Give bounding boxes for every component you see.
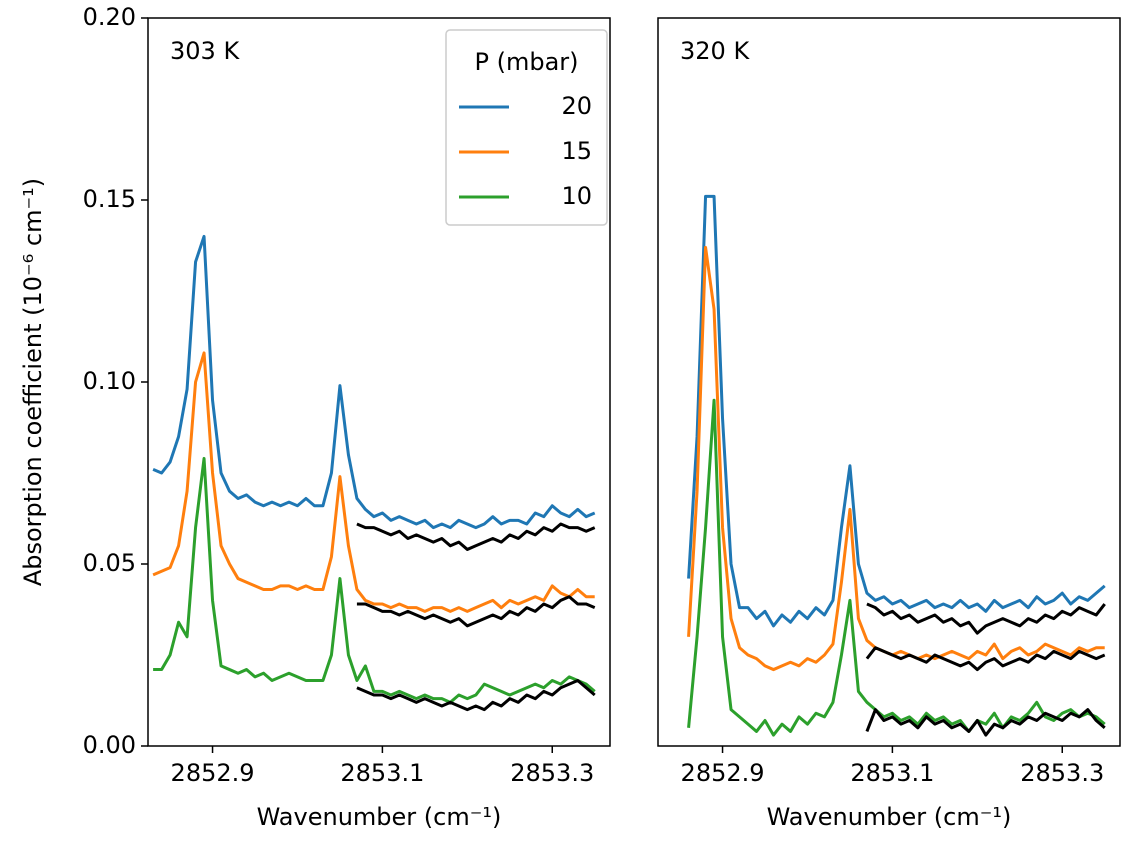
x-tick-label: 2853.3: [1020, 759, 1104, 787]
y-tick-label: 0.10: [83, 367, 136, 395]
legend-label: 15: [561, 137, 592, 165]
axes-frame: [657, 17, 1121, 747]
legend-title: P (mbar): [474, 48, 578, 76]
x-tick-label: 2852.9: [171, 759, 255, 787]
data-line: [152, 351, 595, 613]
data-line: [865, 708, 1106, 737]
y-tick-label: 0.15: [83, 185, 136, 213]
data-line: [356, 522, 596, 551]
y-tick-label: 0.20: [83, 3, 136, 31]
y-axis-label: Absorption coefficient (10⁻⁶ cm⁻¹): [19, 178, 47, 586]
legend-label: 10: [561, 182, 592, 210]
data-line: [687, 398, 1106, 737]
data-line: [687, 245, 1105, 672]
x-axis-label: Wavenumber (cm⁻¹): [767, 803, 1012, 831]
y-tick-label: 0.05: [83, 549, 136, 577]
x-tick-label: 2853.1: [850, 759, 934, 787]
data-line: [865, 646, 1106, 672]
data-line: [687, 194, 1106, 628]
x-tick-label: 2853.1: [340, 759, 424, 787]
data-line: [866, 602, 1106, 635]
x-tick-label: 2852.9: [681, 759, 765, 787]
data-line: [356, 678, 596, 712]
legend-box: [445, 29, 608, 226]
x-tick-label: 2853.3: [510, 759, 594, 787]
data-line: [152, 234, 596, 530]
panel-annotation: 303 K: [170, 37, 240, 65]
panel-annotation: 320 K: [680, 37, 750, 65]
x-axis-label: Wavenumber (cm⁻¹): [257, 803, 502, 831]
data-line: [153, 456, 596, 704]
legend-label: 20: [561, 92, 592, 120]
y-tick-label: 0.00: [83, 731, 136, 759]
data-line: [356, 595, 596, 628]
